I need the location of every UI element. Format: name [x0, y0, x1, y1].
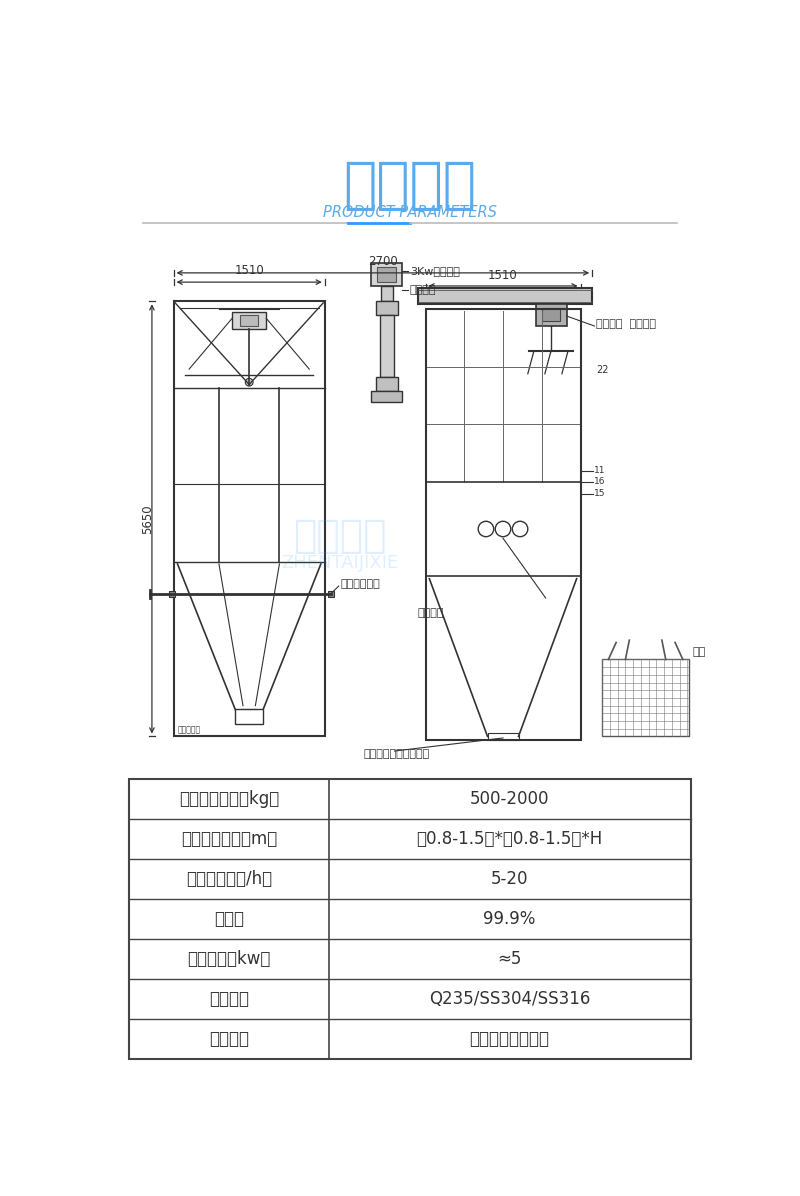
Text: ZHENTAIJIXIE: ZHENTAIJIXIE: [282, 554, 399, 572]
Bar: [381, 286, 393, 301]
Bar: [376, 377, 398, 391]
Text: 起吠系统  振网电机: 起吠系统 振网电机: [596, 319, 656, 329]
Bar: [169, 591, 175, 597]
Text: 手动解袋装置及观察口: 手动解袋装置及观察口: [363, 749, 430, 759]
Bar: [487, 733, 518, 740]
Text: ≈5: ≈5: [498, 950, 522, 968]
Text: 设备材质: 设备材质: [209, 990, 249, 1008]
Text: 3Kw离心风机: 3Kw离心风机: [410, 266, 460, 275]
Bar: [174, 301, 325, 737]
Text: 15: 15: [594, 489, 606, 499]
Text: 拆袋速度（袋/h）: 拆袋速度（袋/h）: [186, 869, 272, 887]
Bar: [232, 312, 266, 329]
Bar: [542, 307, 560, 322]
Text: 拆净率: 拆净率: [214, 910, 244, 928]
Text: PRODUCT PARAMETERS: PRODUCT PARAMETERS: [323, 206, 497, 220]
Text: 振泰机械: 振泰机械: [294, 517, 387, 555]
Text: 根据客户要求定制: 根据客户要求定制: [470, 1030, 550, 1048]
Bar: [371, 391, 402, 402]
Circle shape: [246, 378, 253, 386]
Bar: [328, 591, 334, 597]
Bar: [371, 263, 402, 286]
Bar: [378, 267, 396, 282]
Bar: [602, 659, 689, 737]
Text: 适用吞袋尺寸（m）: 适用吞袋尺寸（m）: [181, 830, 277, 848]
Text: 1510: 1510: [488, 269, 518, 282]
Bar: [376, 301, 398, 316]
Text: 500-2000: 500-2000: [470, 789, 550, 807]
Bar: [240, 316, 258, 327]
Text: 22: 22: [596, 365, 609, 374]
Text: 产品参数: 产品参数: [343, 159, 477, 213]
Text: 投料格栅: 投料格栅: [418, 609, 444, 618]
Text: 除尘系统: 除尘系统: [410, 285, 437, 295]
Text: 吞袋: 吞袋: [693, 647, 706, 657]
Bar: [535, 305, 566, 327]
Bar: [426, 309, 581, 740]
Text: 吞袋拍打装置: 吞袋拍打装置: [340, 580, 380, 590]
Text: 2700: 2700: [368, 255, 398, 268]
Text: 16: 16: [594, 477, 606, 486]
Bar: [130, 779, 690, 1058]
Text: 11: 11: [594, 466, 606, 475]
Text: 整机体积: 整机体积: [209, 1030, 249, 1048]
Text: 5-20: 5-20: [491, 869, 528, 887]
Text: （0.8-1.5）*（0.8-1.5）*H: （0.8-1.5）*（0.8-1.5）*H: [417, 830, 602, 848]
Text: 额定功率（kw）: 额定功率（kw）: [187, 950, 270, 968]
Text: 5650: 5650: [141, 504, 154, 533]
Text: 全自动装置: 全自动装置: [178, 725, 201, 734]
Bar: [235, 709, 263, 724]
Text: 适用吞袋规格（kg）: 适用吞袋规格（kg）: [179, 789, 279, 807]
Bar: [418, 287, 592, 305]
Text: 99.9%: 99.9%: [483, 910, 536, 928]
Text: Q235/SS304/SS316: Q235/SS304/SS316: [429, 990, 590, 1008]
Bar: [380, 316, 394, 377]
Text: 1510: 1510: [234, 264, 264, 277]
